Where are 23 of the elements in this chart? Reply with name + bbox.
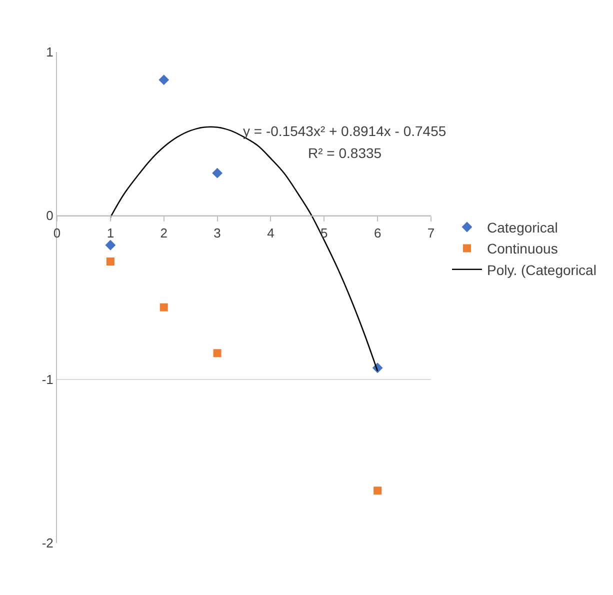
annotation: y = -0.1543x² + 0.8914x - 0.7455 <box>243 123 446 139</box>
point <box>212 168 222 178</box>
point <box>160 303 168 312</box>
point <box>106 257 114 266</box>
x-tick-label: 3 <box>214 225 221 240</box>
legend-label: Poly. (Categorical <box>487 262 596 278</box>
x-tick-label: 4 <box>267 225 274 240</box>
point <box>213 349 222 358</box>
legend-label: Continuous <box>487 240 558 257</box>
x-tick-label: 5 <box>320 225 328 240</box>
y-tick-label: 0 <box>46 208 54 224</box>
x-tick-label: 6 <box>374 225 382 240</box>
y-tick-label: 1 <box>46 44 54 60</box>
x-tick-label: 7 <box>427 225 435 240</box>
point <box>374 486 382 495</box>
y-tick-label: -2 <box>42 536 54 551</box>
y-tick-label: -1 <box>42 372 54 387</box>
annotation: R² = 0.8335 <box>308 145 382 161</box>
point <box>105 240 116 250</box>
x-tick-label: 2 <box>160 225 168 240</box>
x-tick-label: 1 <box>106 225 114 240</box>
point <box>158 74 170 86</box>
legend-label: Categorical <box>487 219 558 236</box>
